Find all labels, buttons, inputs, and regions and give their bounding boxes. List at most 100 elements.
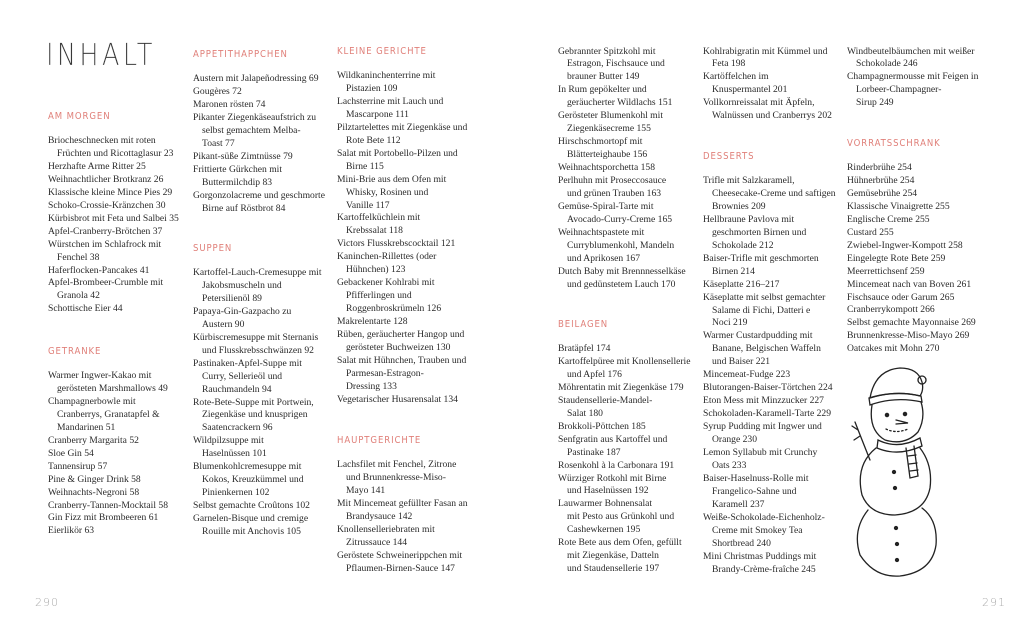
toc-entry: Papaya-Gin-Gazpacho zu Austern 90 xyxy=(193,305,292,330)
toc-entry: Weihnachts-Negroni 58 xyxy=(48,486,140,498)
toc-entry: Gebackener Kohlrabi mit Pfifferlingen un… xyxy=(337,277,442,315)
section-heading: Hauptgerichte xyxy=(337,435,422,446)
page-number-left: 290 xyxy=(35,596,59,609)
toc-entry: Baiser-Haselnuss-Rolle mit Frangelico-Sa… xyxy=(703,472,809,510)
toc-entry: Makrelentarte 128 xyxy=(337,316,408,328)
toc-entry: Frittierte Gürkchen mit Buttermilchdip 8… xyxy=(193,163,282,188)
toc-entry: Hellbraune Pavlova mit geschmorten Birne… xyxy=(703,213,807,251)
toc-entry: Pikanter Ziegenkäseaufstrich zu selbst g… xyxy=(193,111,317,149)
toc-entry: Gemüsebrühe 254 xyxy=(847,187,918,199)
toc-entry: Senfgratin aus Kartoffel und Pastinake 1… xyxy=(558,433,668,458)
toc-entry: In Rum gepökelter und geräucherter Wildl… xyxy=(558,84,673,109)
toc-entry: Windbeutelbäumchen mit weißer Schokolade… xyxy=(847,45,975,70)
toc-entry: Gemüse-Spiral-Tarte mit Avocado-Curry-Cr… xyxy=(558,200,673,225)
toc-entry: Maronen rösten 74 xyxy=(193,98,266,110)
section-heading: Desserts xyxy=(703,151,755,162)
section-heading: Suppen xyxy=(193,243,233,254)
toc-entry: Champagnermousse mit Feigen in Lorbeer-C… xyxy=(847,71,979,109)
snowman-scarf xyxy=(876,437,923,453)
toc-entry: Warmer Custardpudding mit Banane, Belgis… xyxy=(703,330,821,368)
snowman-arm xyxy=(851,421,871,461)
toc-section: Beilagen Bratäpfel 174 Kartoffelpüree mit … xyxy=(558,319,708,576)
toc-entry: Selbst gemachte Croûtons 102 xyxy=(193,500,310,512)
toc-entry: Haferflocken-Pancakes 41 xyxy=(48,264,150,276)
toc-entry: Klassische kleine Mince Pies 29 xyxy=(48,186,173,198)
toc-entry: Lemon Syllabub mit Crunchy Oats 233 xyxy=(703,447,818,471)
toc-section: Kohlrabigratin mit Kümmel und Feta 198 Ka… xyxy=(703,46,853,124)
toc-entry: Kartöffelchen im Knuspermantel 201 xyxy=(703,71,788,96)
snowman-body-middle xyxy=(859,447,932,516)
toc-section: Desserts Trifle mit Salzkaramell, Cheesec… xyxy=(703,151,853,577)
toc-entry: Schottische Eier 44 xyxy=(48,303,123,315)
section-heading: Beilagen xyxy=(558,319,609,330)
toc-entry: Schokoladen-Karamell-Tarte 229 xyxy=(703,408,831,420)
toc-entry: Blumenkohlcremesuppe mit Kokos, Kreuzküm… xyxy=(193,461,304,499)
toc-entry: Cranberry-Tannen-Mocktail 58 xyxy=(48,499,169,511)
snowman-hat-pompom xyxy=(917,375,927,385)
toc-entry: Zwiebel-Ingwer-Kompott 258 xyxy=(847,239,963,251)
toc-entry: Gorgonzolacreme und geschmorte Birne auf… xyxy=(193,189,325,214)
toc-entry: Hirschschmortopf mit Blätterteighaube 15… xyxy=(558,136,648,161)
toc-entry: Gin Fizz mit Brombeeren 61 xyxy=(48,512,159,524)
toc-entry: Pine & Ginger Drink 58 xyxy=(48,473,141,485)
toc-entry: Weihnachtlicher Brotkranz 26 xyxy=(48,173,164,185)
toc-entry: Tannensirup 57 xyxy=(48,460,108,472)
toc-entry: Wildkaninchenterrine mit Pistazien 109 xyxy=(337,70,436,94)
toc-entry: Lachsterrine mit Lauch und Mascarpone 11… xyxy=(337,95,444,120)
toc-entry: Würstchen im Schlafrock mit Fenchel 38 xyxy=(48,238,162,263)
toc-entry: Perlhuhn mit Proseccosauce und grünen Tr… xyxy=(558,175,667,199)
toc-entry: Kartoffel-Lauch-Cremesuppe mit Jakobsmus… xyxy=(193,267,322,304)
toc-entry: Pastinaken-Apfel-Suppe mit Curry, Seller… xyxy=(193,357,302,395)
toc-entry: Eton Mess mit Minzzucker 227 xyxy=(703,395,824,407)
toc-entry: Weiße-Schokolade-Eichenholz- Creme mit S… xyxy=(703,511,825,549)
section-heading: Getränke xyxy=(48,346,102,357)
toc-entry: Custard 255 xyxy=(847,226,894,238)
toc-entry: Lachsfilet mit Fenchel, Zitrone und Brun… xyxy=(337,459,457,496)
toc-entry: Mit Mincemeat gefüllter Fasan an Brandys… xyxy=(337,497,468,522)
toc-entry: Rote Bete aus dem Ofen, gefüllt mit Zieg… xyxy=(558,537,682,575)
toc-entry: Austern mit Jalapeñodressing 69 xyxy=(193,73,319,84)
toc-section: Kleine Gerichte Wildkaninchenterrine mit … xyxy=(337,46,487,407)
page-title: INHALT xyxy=(46,38,156,73)
toc-entry: Englische Creme 255 xyxy=(847,213,930,225)
toc-entry: Champagnerbowle mit Cranberrys, Granatap… xyxy=(48,395,160,433)
toc-entry: Weihnachtsporchetta 158 xyxy=(558,162,655,174)
section-heading: Appetithäppchen xyxy=(193,49,288,60)
toc-entry: Mincemeat-Fudge 223 xyxy=(703,369,791,381)
toc-entry: Apfel-Brombeer-Crumble mit Granola 42 xyxy=(48,277,164,302)
toc-entry: Schoko-Crossie-Kränzchen 30 xyxy=(48,199,166,211)
toc-section: Windbeutelbäumchen mit weißer Schokolade… xyxy=(847,46,997,111)
toc-entry: Pilztartelettes mit Ziegenkäse und Rote … xyxy=(337,121,468,146)
toc-entry: Blutorangen-Baiser-Törtchen 224 xyxy=(703,382,833,394)
toc-entry: Syrup Pudding mit Ingwer und Orange 230 xyxy=(703,421,822,446)
toc-entry: Eingelegte Rote Bete 259 xyxy=(847,252,946,264)
toc-entry: Meerrettichsenf 259 xyxy=(847,265,925,277)
toc-entry: Eierlikör 63 xyxy=(48,525,95,537)
toc-entry: Apfel-Cranberry-Brötchen 37 xyxy=(48,225,163,237)
toc-entry: Klassische Vinaigrette 255 xyxy=(847,200,950,212)
toc-section: Getränke Warmer Ingwer-Kakao mit geröstet… xyxy=(48,346,198,538)
section-heading: Vorratsschrank xyxy=(847,138,941,149)
toc-entry: Rosenkohl à la Carbonara 191 xyxy=(558,459,675,471)
toc-entry: Käseplatte 216–217 xyxy=(703,278,780,290)
toc-entry: Briocheschnecken mit roten Früchten und … xyxy=(48,135,174,159)
toc-section: Suppen Kartoffel-Lauch-Cremesuppe mit Jak… xyxy=(193,243,343,539)
toc-entry: Salat mit Hühnchen, Trauben und Parmesan… xyxy=(337,354,467,392)
toc-entry: Kürbiscremesuppe mit Sternanis und Fluss… xyxy=(193,331,319,356)
toc-entry: Rüben, geräucherter Hangop und geröstete… xyxy=(337,329,465,354)
toc-entry: Victors Flusskrebscocktail 121 xyxy=(337,238,456,250)
toc-entry: Salat mit Portobello-Pilzen und Birne 11… xyxy=(337,147,458,172)
toc-entry: Gebrannter Spitzkohl mit Estragon, Fisch… xyxy=(558,45,665,83)
toc-entry: Warmer Ingwer-Kakao mit gerösteten Marsh… xyxy=(48,370,168,394)
toc-entry: Rote-Bete-Suppe mit Portwein, Ziegenkäse… xyxy=(193,396,314,434)
toc-entry: Rinderbrühe 254 xyxy=(847,162,912,173)
toc-section: Gebrannter Spitzkohl mit Estragon, Fisch… xyxy=(558,46,708,292)
toc-entry: Mincemeat nach van Boven 261 xyxy=(847,278,972,290)
toc-entry: Mini Christmas Puddings mit Brandy-Crème… xyxy=(703,550,817,575)
toc-entry: Kürbisbrot mit Feta und Salbei 35 xyxy=(48,212,179,224)
toc-entry: Garnelen-Bisque und cremige Rouille mit … xyxy=(193,513,309,538)
toc-entry: Kohlrabigratin mit Kümmel und Feta 198 xyxy=(703,45,828,70)
toc-entry: Lauwarmer Bohnensalat mit Pesto aus Grün… xyxy=(558,498,675,536)
toc-entry: Baiser-Trifle mit geschmorten Birnen 214 xyxy=(703,252,819,277)
toc-entry: Sloe Gin 54 xyxy=(48,447,94,459)
